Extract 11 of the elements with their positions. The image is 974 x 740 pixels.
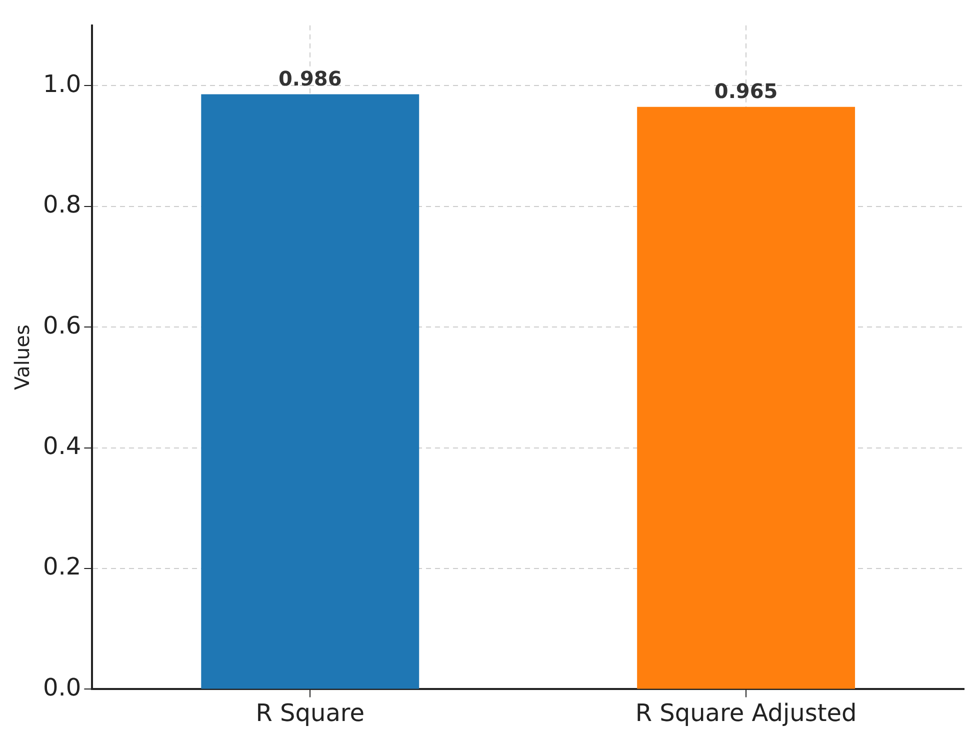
data-label: 0.965 bbox=[714, 79, 778, 104]
y-tick-label: 0.6 bbox=[42, 311, 82, 340]
data-label: 0.986 bbox=[278, 66, 342, 90]
y-tick-label: 0.0 bbox=[42, 673, 82, 702]
y-tick-label: 1.0 bbox=[42, 70, 82, 98]
y-tick-label: 0.4 bbox=[42, 432, 82, 460]
x-tick-label: R Square Adjusted bbox=[635, 698, 857, 727]
y-tick-label: 0.2 bbox=[42, 552, 82, 581]
x-tick-label: R Square bbox=[256, 698, 365, 727]
y-tick-label: 0.8 bbox=[42, 190, 82, 219]
y-axis-title: Values bbox=[10, 324, 34, 390]
